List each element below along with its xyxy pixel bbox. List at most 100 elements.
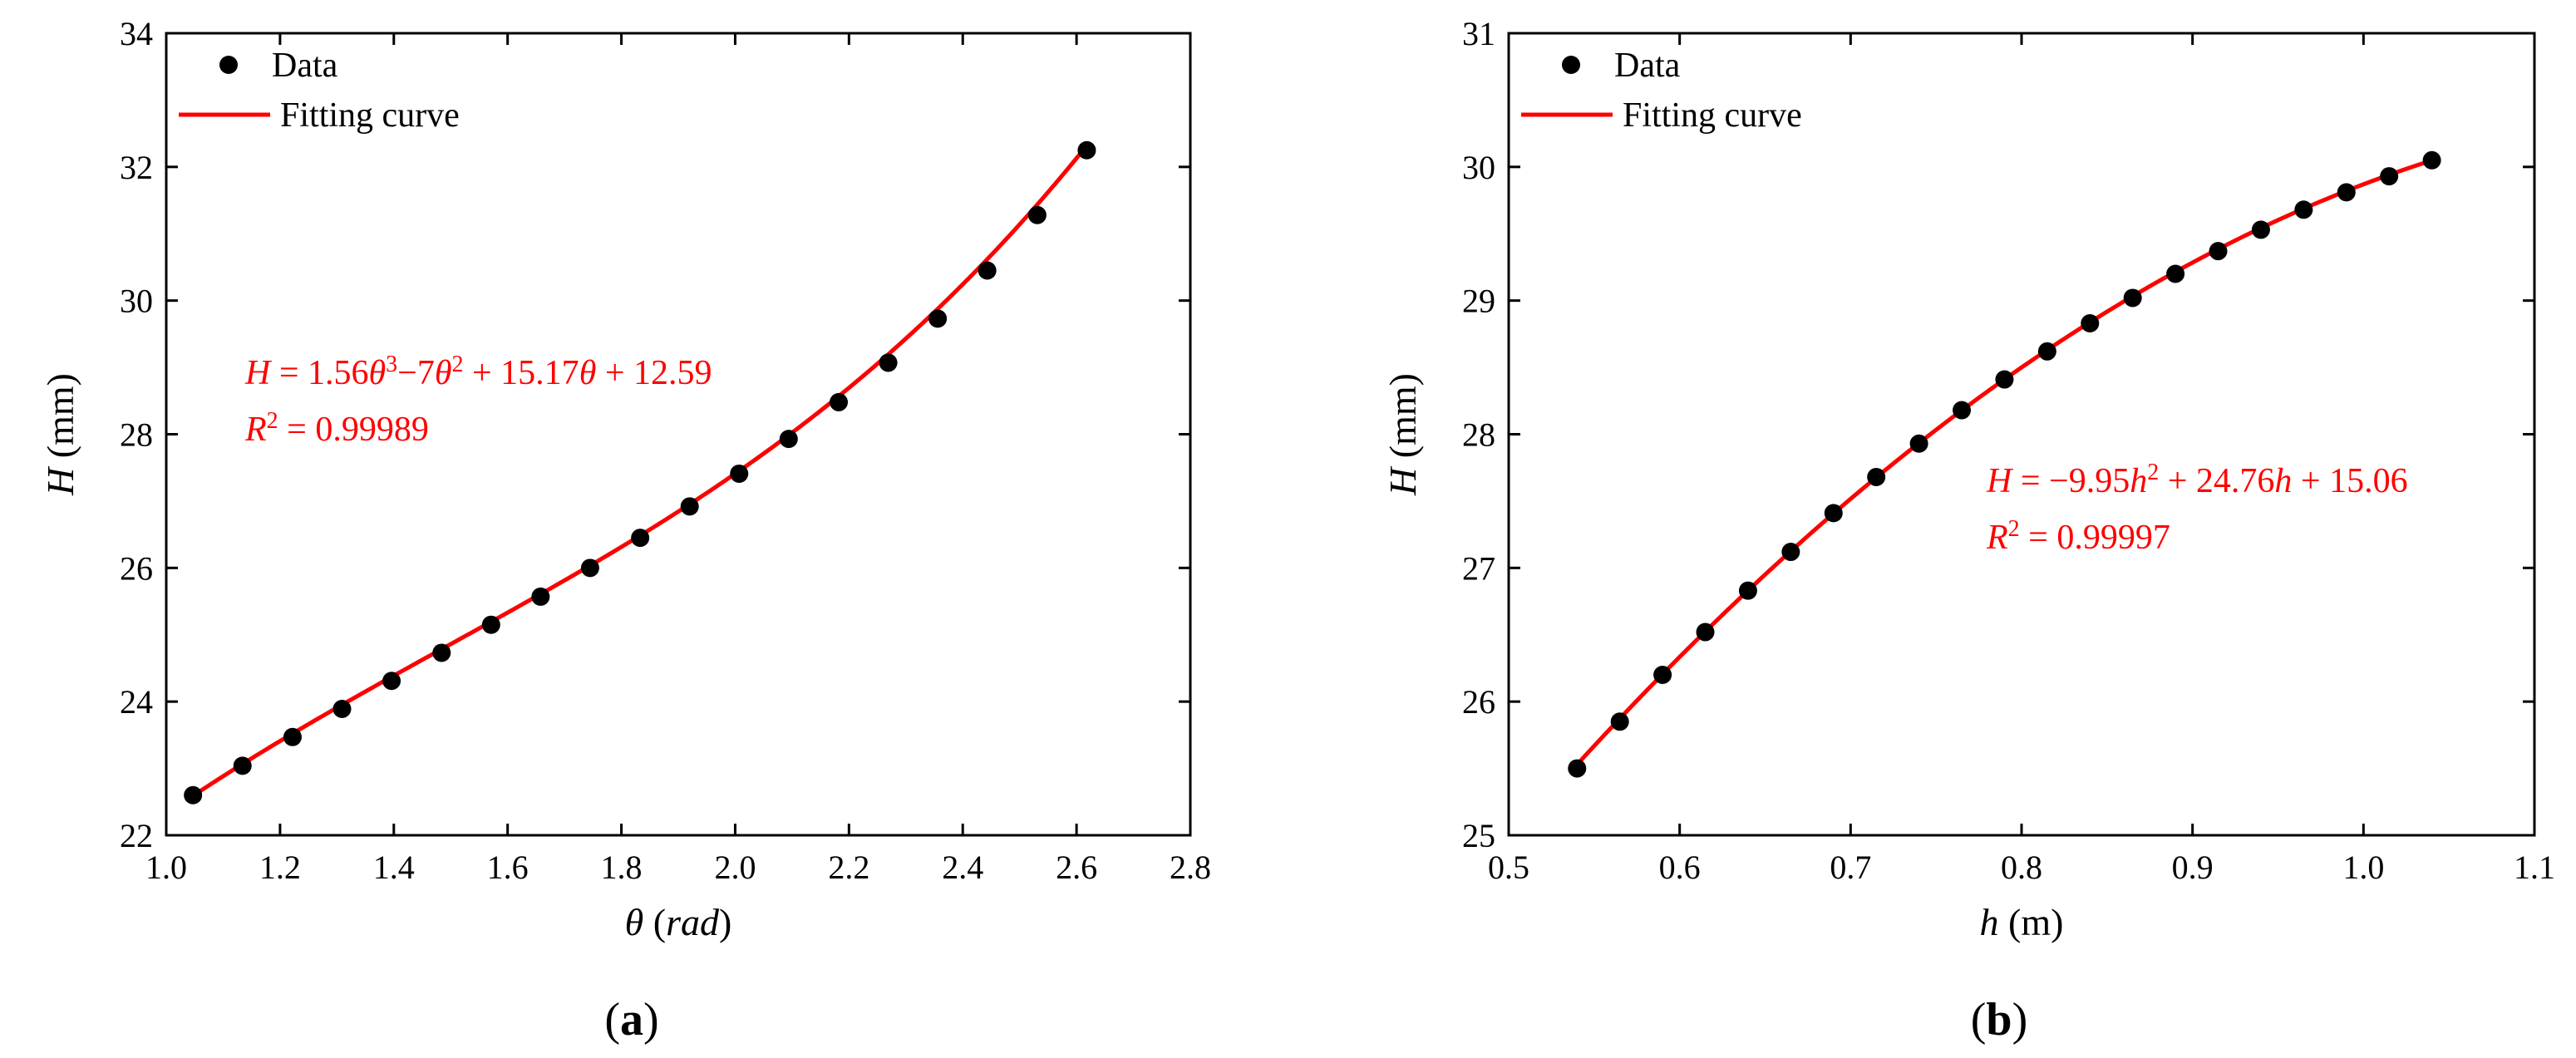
panel-label-paren: ( <box>604 994 620 1046</box>
equation-superscript: 2 <box>267 408 278 434</box>
data-point <box>580 559 599 578</box>
plot-frame <box>1507 32 2536 837</box>
equation-part: + 15.17 <box>464 354 579 392</box>
data-point <box>283 727 302 746</box>
data-point <box>1909 434 1928 453</box>
y-tick-label: 28 <box>1462 416 1495 454</box>
data-point <box>2251 220 2270 239</box>
chart-panel-b: 0.5 0.6 0.7 0.8 0.9 1.0 1.1 25 26 27 28 29 30 31 h (m)… <box>1382 15 2555 1046</box>
x-tick-label: 2.8 <box>1170 849 1211 886</box>
data-point <box>1867 467 1886 486</box>
data-point <box>2337 183 2356 202</box>
panel-label-paren: ) <box>643 994 659 1046</box>
data-point <box>2294 200 2313 219</box>
data-point <box>680 497 699 516</box>
equation-variable: h <box>2274 462 2292 500</box>
x-tick-label: 0.5 <box>1488 849 1529 886</box>
data-point <box>2037 342 2056 361</box>
data-point <box>1696 622 1715 642</box>
equation-variable: θ <box>579 354 597 392</box>
data-point <box>184 785 203 805</box>
x-tick-label: 2.2 <box>828 849 869 886</box>
x-tick-label: 1.2 <box>259 849 301 886</box>
x-tick-label: 1.8 <box>601 849 643 886</box>
data-point <box>1995 370 2014 389</box>
data-point <box>2380 167 2399 186</box>
equation-part: + 15.06 <box>2292 462 2407 500</box>
y-tick-label: 28 <box>120 416 153 454</box>
panel-label-letter: a <box>620 994 643 1046</box>
y-tick-label: 22 <box>120 817 153 854</box>
data-point <box>1824 504 1843 523</box>
data-point <box>1781 543 1800 562</box>
equation-part: = 0.99997 <box>2020 519 2170 557</box>
y-tick-label: 24 <box>120 683 153 721</box>
equation-variable: θ <box>435 354 452 392</box>
equation-variable: h <box>2130 462 2147 500</box>
x-tick-label: 0.6 <box>1659 849 1701 886</box>
data-point <box>2422 150 2441 170</box>
equation-part: + 24.76 <box>2159 462 2274 500</box>
data-point <box>1738 581 1757 600</box>
data-point <box>830 392 849 411</box>
equation-part: −7 <box>397 354 435 392</box>
data-point <box>332 700 352 719</box>
data-point <box>879 353 898 372</box>
legend-data-label: Data <box>272 47 338 85</box>
data-point <box>1653 666 1672 684</box>
chart-panel-a: 1.0 1.2 1.4 1.6 1.8 2.0 2.2 2.4 2.6 2.82224262830… <box>39 15 1211 1046</box>
panel-label-paren: ( <box>1971 994 1987 1046</box>
x-tick-label: 0.7 <box>1830 849 1871 886</box>
data-point <box>631 529 650 548</box>
data-point <box>779 430 798 449</box>
data-point <box>1077 140 1096 160</box>
equation-text: H = 1.56θ3−7θ2 + 15.17θ + 12.59 <box>244 352 712 393</box>
x-tick-label: 2.4 <box>942 849 983 886</box>
x-axis-title: θ (rad) <box>625 901 732 943</box>
equation-part: = −9.95 <box>2012 462 2130 500</box>
data-point <box>1953 401 1972 420</box>
panel-label: (b) <box>1971 994 2027 1046</box>
x-tick-label: 0.9 <box>2172 849 2214 886</box>
y-axis-var: H <box>1382 465 1424 496</box>
y-tick-label: 32 <box>120 149 153 186</box>
y-tick-label: 29 <box>1462 283 1495 320</box>
y-tick-label: 26 <box>120 549 153 587</box>
fitting-curve-line <box>190 143 1089 799</box>
data-point <box>2209 242 2228 261</box>
x-tick-label: 0.8 <box>2001 849 2042 886</box>
equation-superscript: 2 <box>2147 460 2159 485</box>
x-tick-label: 2.0 <box>714 849 756 886</box>
data-point <box>928 309 948 328</box>
data-point <box>2123 288 2142 308</box>
r-squared-text: R2 = 0.99997 <box>1986 516 2170 558</box>
equation-variable: H <box>1986 462 2014 500</box>
x-tick-label: 1.4 <box>373 849 415 886</box>
equation-superscript: 2 <box>2008 516 2020 542</box>
equation-superscript: 2 <box>452 352 464 377</box>
y-tick-label: 25 <box>1462 817 1495 854</box>
equation-part: = 1.56 <box>270 354 368 392</box>
legend-fit-label: Fitting curve <box>280 96 460 135</box>
equation-part: + 12.59 <box>596 354 712 392</box>
y-axis-unit: (mm) <box>39 373 81 468</box>
y-tick-label: 34 <box>120 15 153 52</box>
x-tick-label: 2.6 <box>1056 849 1097 886</box>
y-tick-label: 27 <box>1462 549 1495 587</box>
legend-data-marker <box>219 56 238 74</box>
legend-fit-label: Fitting curve <box>1623 96 1802 135</box>
x-tick-label: 1.6 <box>487 849 529 886</box>
y-tick-label: 30 <box>1462 149 1495 186</box>
y-axis-var: H <box>39 465 81 496</box>
data-point <box>382 672 401 691</box>
x-axis-paren: ) <box>719 901 731 943</box>
y-tick-label: 31 <box>1462 15 1495 52</box>
data-point <box>531 587 550 606</box>
r-squared-text: R2 = 0.99989 <box>244 408 429 450</box>
x-tick-label: 1.0 <box>145 849 187 886</box>
legend-data-label: Data <box>1614 47 1681 85</box>
data-point <box>432 643 451 662</box>
legend-data-marker <box>1562 56 1580 74</box>
equation-variable: H <box>244 354 273 392</box>
